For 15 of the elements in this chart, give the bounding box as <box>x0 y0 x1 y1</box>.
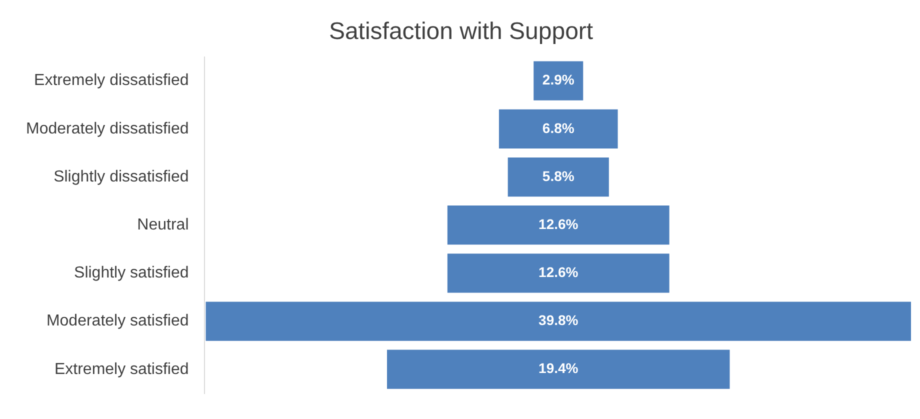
data-label: 5.8% <box>542 168 575 184</box>
category-label: Extremely satisfied <box>54 360 189 378</box>
category-label: Neutral <box>137 216 189 234</box>
category-label: Extremely dissatisfied <box>34 72 189 90</box>
category-label: Slightly satisfied <box>74 264 189 282</box>
data-label: 12.6% <box>538 264 579 280</box>
data-label: 19.4% <box>538 360 579 376</box>
category-label: Moderately dissatisfied <box>26 120 189 138</box>
category-label: Moderately satisfied <box>46 312 189 330</box>
category-label: Slightly dissatisfied <box>54 168 189 186</box>
data-label: 2.9% <box>542 72 575 88</box>
data-label: 6.8% <box>542 120 575 136</box>
text: Satisfaction with Support <box>328 18 594 46</box>
data-label: 39.8% <box>538 312 579 328</box>
data-label: 12.6% <box>538 216 579 232</box>
